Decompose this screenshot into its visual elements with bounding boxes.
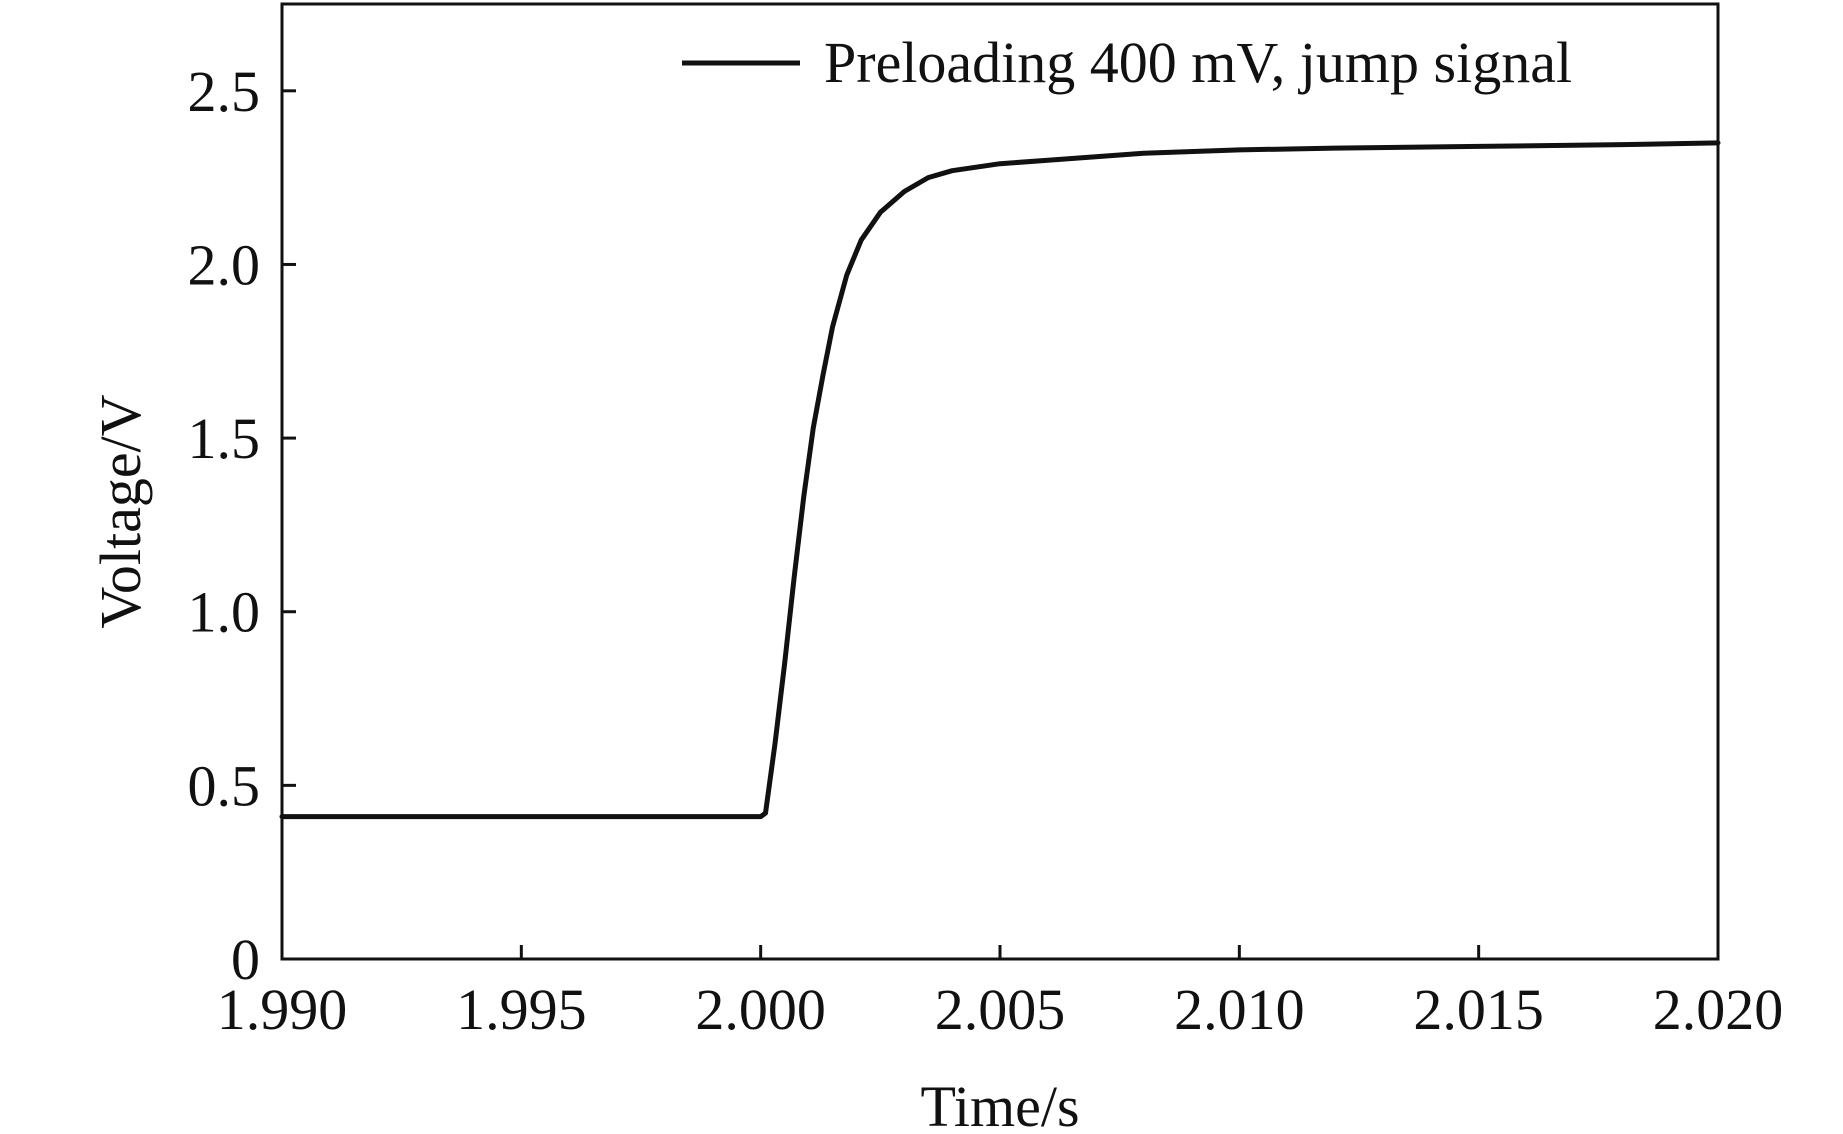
- y-tick-label: 2.0: [188, 232, 261, 297]
- x-tick-label: 1.990: [217, 977, 348, 1042]
- legend-label: Preloading 400 mV, jump signal: [824, 30, 1572, 95]
- x-tick-label: 2.000: [695, 977, 826, 1042]
- y-tick-label: 0: [231, 927, 260, 992]
- y-tick-label: 1.5: [188, 406, 261, 471]
- x-tick-label: 2.015: [1413, 977, 1544, 1042]
- y-axis-ticks: 0 0.5 1.0 1.5 2.0 2.5: [188, 59, 296, 992]
- x-tick-label: 2.010: [1174, 977, 1305, 1042]
- x-tick-label: 1.995: [456, 977, 587, 1042]
- y-tick-label: 0.5: [188, 753, 261, 818]
- x-axis-ticks: 1.990 1.995 2.000 2.005 2.010 2.015 2.020: [217, 945, 1784, 1042]
- series-line: [279, 140, 1721, 820]
- y-tick-label: 1.0: [188, 580, 261, 645]
- series-layer: [279, 140, 1721, 820]
- y-tick-label: 2.5: [188, 59, 261, 124]
- legend: Preloading 400 mV, jump signal: [682, 30, 1572, 95]
- y-axis-title: Voltage/V: [88, 394, 153, 628]
- x-axis-title: Time/s: [920, 1074, 1079, 1134]
- x-tick-label: 2.005: [935, 977, 1066, 1042]
- x-tick-label: 2.020: [1653, 977, 1784, 1042]
